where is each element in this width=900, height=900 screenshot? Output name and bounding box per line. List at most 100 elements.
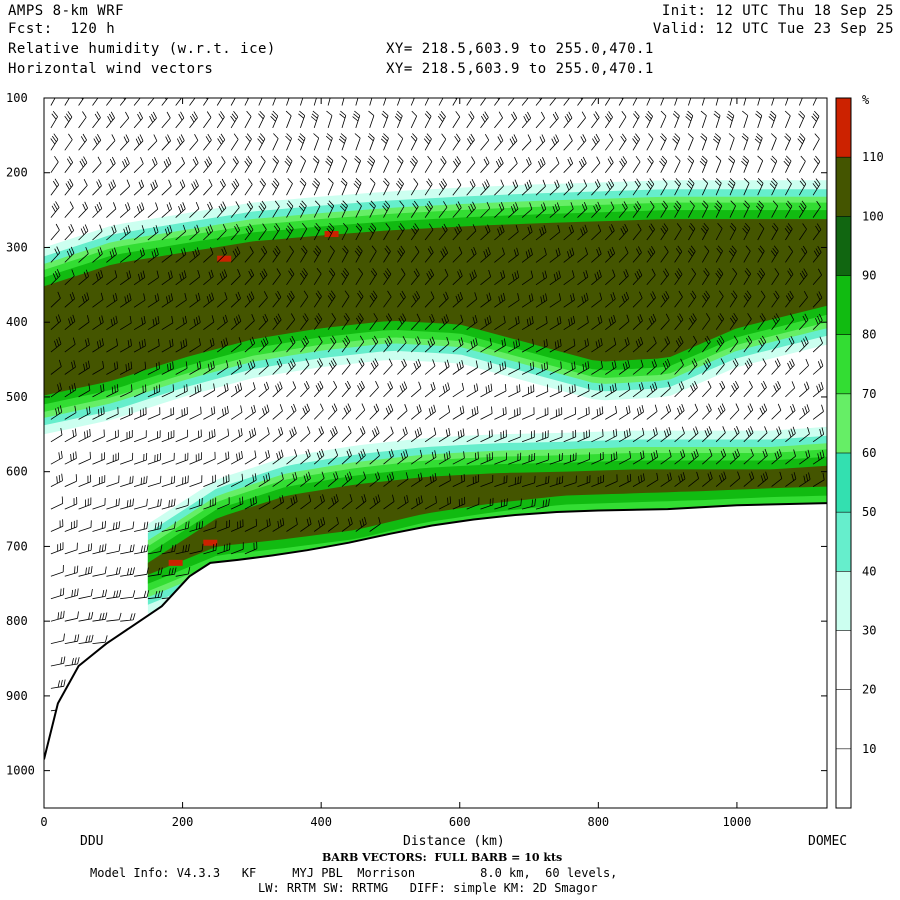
wind-barb-72 xyxy=(78,497,92,510)
wind-barb-568 xyxy=(410,133,418,151)
wind-barb-457 xyxy=(327,290,336,308)
colorbar-label-90: 90 xyxy=(862,269,876,283)
wind-barb-759 xyxy=(549,156,560,173)
wind-barb-247 xyxy=(189,179,199,196)
wind-barb-735 xyxy=(521,475,536,487)
wind-barb-875 xyxy=(632,336,644,353)
wind-barb-1103 xyxy=(812,200,821,218)
wind-barb-246 xyxy=(189,156,199,173)
wind-barb-68 xyxy=(78,406,91,420)
wind-barb-853 xyxy=(618,246,629,263)
wind-barb-866 xyxy=(632,133,641,151)
wind-barb-224 xyxy=(175,156,185,173)
wind-barb-868 xyxy=(632,178,641,196)
wind-barb-1036 xyxy=(757,313,766,330)
wind-barb-1112 xyxy=(812,404,824,420)
wind-barb-678 xyxy=(480,474,494,487)
wind-barb-699 xyxy=(507,98,515,106)
wind-barb-657 xyxy=(466,428,479,443)
wind-barb-894 xyxy=(646,359,657,375)
colorbar-segment-6 xyxy=(836,393,851,453)
wind-barb-421 xyxy=(300,381,310,398)
wind-barb-459 xyxy=(327,335,337,353)
wind-barb-611 xyxy=(438,246,449,263)
wind-barb-1059 xyxy=(771,426,782,443)
wind-barb-818 xyxy=(591,269,602,286)
wind-barb-411 xyxy=(300,155,306,173)
wind-barb-514 xyxy=(368,222,377,241)
wind-barb-1051 xyxy=(770,245,779,263)
wind-barb-3 xyxy=(50,155,59,173)
wind-barb-755 xyxy=(535,498,550,510)
wind-barb-145 xyxy=(120,475,134,487)
wind-barb-975 xyxy=(715,155,722,173)
wind-barb-790 xyxy=(563,452,577,465)
wind-barb-889 xyxy=(646,245,656,263)
wind-barb-242 xyxy=(175,567,191,577)
wind-barb-641 xyxy=(452,496,466,510)
colorbar: 10 20 30 40 50 60 70 80 90 100 110% xyxy=(835,93,884,809)
wind-barb-118 xyxy=(106,406,119,420)
wind-barb-774 xyxy=(563,98,571,106)
wind-barb-375 xyxy=(272,245,281,263)
wind-barb-417 xyxy=(300,290,309,308)
wind-barb-845 xyxy=(605,474,618,487)
wind-barb-4 xyxy=(50,178,60,196)
wind-barb-780 xyxy=(563,224,574,241)
wind-barb-319 xyxy=(230,382,243,398)
wind-barb-919 xyxy=(672,110,680,129)
wind-barb-667 xyxy=(480,224,491,241)
wind-barb-991 xyxy=(726,110,735,129)
wind-barb-711 xyxy=(508,361,521,375)
wind-barb-95 xyxy=(92,452,105,465)
wind-barb-1082 xyxy=(797,133,806,151)
wind-barb-489 xyxy=(352,110,361,129)
wind-barb-1044 xyxy=(771,98,775,106)
wind-barb-1068 xyxy=(784,223,793,241)
wind-barb-385 xyxy=(272,472,284,487)
wind-barb-253 xyxy=(189,315,201,331)
wind-barb-692 xyxy=(494,361,507,375)
wind-barb-174 xyxy=(134,590,150,600)
wind-barb-987 xyxy=(715,426,726,443)
wind-barb-275 xyxy=(203,337,215,353)
wind-barb-542 xyxy=(383,403,394,420)
wind-barb-680 xyxy=(494,98,501,106)
wind-barb-791 xyxy=(563,475,577,487)
x-tick-label-800: 800 xyxy=(587,815,609,829)
wind-barb-1091 xyxy=(799,336,809,353)
wind-barb-691 xyxy=(494,338,506,353)
wind-barb-597 xyxy=(424,359,436,375)
wind-barb-525 xyxy=(369,471,381,487)
wind-barb-541 xyxy=(383,381,393,398)
wind-barb-623 xyxy=(452,98,458,106)
wind-barb-6 xyxy=(50,223,60,241)
wind-barb-349 xyxy=(258,110,265,129)
wind-barb-1105 xyxy=(812,246,822,263)
wind-barb-157 xyxy=(133,202,145,218)
wind-barb-102 xyxy=(92,612,108,622)
wind-barb-351 xyxy=(258,155,266,173)
wind-barb-1072 xyxy=(785,313,795,330)
wind-barb-730 xyxy=(521,361,535,375)
wind-barb-400 xyxy=(286,358,296,375)
wind-barb-803 xyxy=(577,338,589,353)
wind-barb-843 xyxy=(605,428,618,443)
wind-barb-604 xyxy=(438,98,444,106)
wind-barb-859 xyxy=(618,382,631,398)
wind-barb-115 xyxy=(106,338,118,353)
wind-barb-402 xyxy=(286,403,297,420)
wind-barb-599 xyxy=(424,404,436,420)
wind-barb-353 xyxy=(258,200,267,218)
wind-barb-229 xyxy=(175,270,187,286)
wind-barb-852 xyxy=(618,223,629,241)
wind-barb-683 xyxy=(494,156,504,173)
wind-barb-797 xyxy=(577,202,588,218)
wind-barb-440 xyxy=(313,358,323,375)
wind-barb-1055 xyxy=(771,335,781,353)
cross-section-xy-1: XY= 218.5,603.9 to 255.0,470.1 xyxy=(386,41,654,57)
wind-barb-517 xyxy=(369,290,378,308)
wind-barb-907 xyxy=(660,245,669,263)
wind-barb-817 xyxy=(591,247,602,263)
wind-barb-953 xyxy=(688,471,699,487)
